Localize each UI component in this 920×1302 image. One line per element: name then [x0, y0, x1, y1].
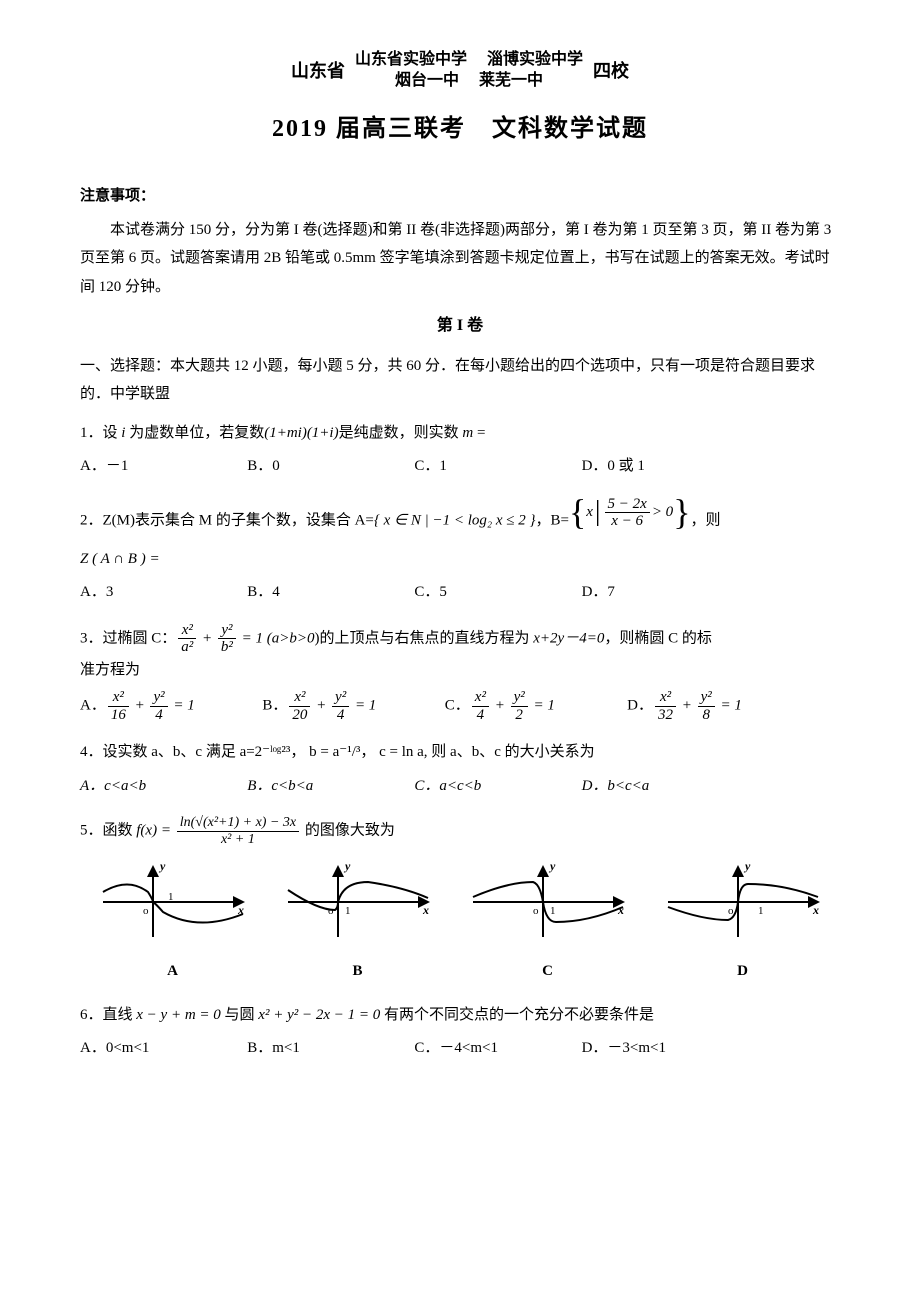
svg-text:x: x — [422, 903, 429, 917]
main-title: 2019 届高三联考 文科数学试题 — [80, 107, 840, 153]
section-1-intro: 一、选择题：本大题共 12 小题，每小题 5 分，共 60 分．在每小题给出的四… — [80, 352, 840, 409]
svg-text:y: y — [548, 862, 556, 873]
q3-stem-line2: 准方程为 — [80, 656, 840, 685]
q4-stem: 4．设实数 a、b、c 满足 a=2⁻ˡᵒᵍ²³， b = a⁻¹/³， c =… — [80, 738, 840, 767]
graph-a-label: A — [98, 957, 248, 986]
notice-label: 注意事项： — [80, 182, 840, 211]
svg-text:x: x — [812, 903, 819, 917]
q6-options: A．0<m<1 B．m<1 C．－4<m<1 D．－3<m<1 — [80, 1034, 840, 1063]
svg-text:o: o — [728, 905, 734, 917]
graph-c: y x o 1 C — [468, 862, 628, 986]
question-2: 2．Z(M)表示集合 M 的子集个数，设集合 A={ x ∈ N | −1 < … — [80, 496, 840, 607]
q5-stem: 5．函数 f(x) = ln(√(x²+1) + x) − 3xx² + 1 的… — [80, 815, 840, 847]
school-2: 淄博实验中学 — [487, 50, 583, 71]
q2-options: A．3 B．4 C．5 D．7 — [80, 578, 840, 607]
notice-text: 本试卷满分 150 分，分为第 I 卷(选择题)和第 II 卷(非选择题)两部分… — [80, 216, 840, 302]
q1-stem: 1．设 i 为虚数单位，若复数(1+mi)(1+i)是纯虚数，则实数 m = — [80, 419, 840, 448]
question-6: 6．直线 x − y + m = 0 与圆 x² + y² − 2x − 1 =… — [80, 1001, 840, 1063]
graph-d: y x o 1 D — [663, 862, 823, 986]
q4-options: A．c<a<b B．c<b<a C．a<c<b D．b<c<a — [80, 772, 840, 801]
q4-option-b: B．c<b<a — [247, 772, 414, 801]
q6-option-b: B．m<1 — [247, 1034, 414, 1063]
schools-grid: 山东省实验中学 淄博实验中学 烟台一中 莱芜一中 — [345, 50, 593, 92]
svg-text:y: y — [158, 862, 166, 873]
svg-text:o: o — [533, 905, 539, 917]
school-4: 莱芜一中 — [479, 71, 543, 92]
q2-option-a: A．3 — [80, 578, 247, 607]
q1-option-b: B．0 — [247, 452, 414, 481]
q2-option-d: D．7 — [582, 578, 749, 607]
q3-option-c: C．x²4 + y²2 = 1 — [445, 689, 627, 723]
section-1-label: 第 I 卷 — [80, 311, 840, 341]
school-1: 山东省实验中学 — [355, 50, 467, 71]
q1-options: A．－1 B．0 C．1 D．0 或 1 — [80, 452, 840, 481]
question-4: 4．设实数 a、b、c 满足 a=2⁻ˡᵒᵍ²³， b = a⁻¹/³， c =… — [80, 738, 840, 800]
q2-stem: 2．Z(M)表示集合 M 的子集个数，设集合 A={ x ∈ N | −1 < … — [80, 496, 840, 535]
question-5: 5．函数 f(x) = ln(√(x²+1) + x) − 3xx² + 1 的… — [80, 815, 840, 986]
svg-text:o: o — [143, 905, 149, 917]
q2-option-b: B．4 — [247, 578, 414, 607]
q2-option-c: C．5 — [414, 578, 581, 607]
q4-option-a: A．c<a<b — [80, 772, 247, 801]
q1-option-c: C．1 — [414, 452, 581, 481]
graph-a: y x o 1 A — [98, 862, 248, 986]
question-1: 1．设 i 为虚数单位，若复数(1+mi)(1+i)是纯虚数，则实数 m = A… — [80, 419, 840, 481]
q6-stem: 6．直线 x − y + m = 0 与圆 x² + y² − 2x − 1 =… — [80, 1001, 840, 1030]
set-b: {x|5 − 2xx − 6 > 0} — [569, 496, 691, 530]
exam-header: 山东省 山东省实验中学 淄博实验中学 烟台一中 莱芜一中 四校 2019 届高三… — [80, 50, 840, 152]
q3-options: A．x²16 + y²4 = 1 B．x²20 + y²4 = 1 C．x²4 … — [80, 689, 840, 723]
q6-option-a: A．0<m<1 — [80, 1034, 247, 1063]
q4-option-c: C．a<c<b — [414, 772, 581, 801]
svg-text:x: x — [617, 903, 624, 917]
svg-text:1: 1 — [345, 905, 351, 917]
suffix-label: 四校 — [593, 54, 629, 88]
q2-line2: Z ( A ∩ B ) = — [80, 545, 840, 574]
svg-text:x: x — [237, 903, 244, 917]
svg-text:o: o — [328, 905, 334, 917]
svg-text:1: 1 — [550, 905, 556, 917]
graph-d-label: D — [663, 957, 823, 986]
svg-text:y: y — [743, 862, 751, 873]
graph-b: y x o 1 B — [283, 862, 433, 986]
q3-option-d: D．x²32 + y²8 = 1 — [627, 689, 809, 723]
q3-option-a: A．x²16 + y²4 = 1 — [80, 689, 262, 723]
svg-text:1: 1 — [758, 905, 764, 917]
q6-option-c: C．－4<m<1 — [414, 1034, 581, 1063]
q1-option-d: D．0 或 1 — [582, 452, 749, 481]
graph-b-label: B — [283, 957, 433, 986]
question-3: 3．过椭圆 C：x²a² + y²b² = 1 (a>b>0)的上顶点与右焦点的… — [80, 622, 840, 724]
graph-c-label: C — [468, 957, 628, 986]
q1-option-a: A．－1 — [80, 452, 247, 481]
q3-option-b: B．x²20 + y²4 = 1 — [262, 689, 444, 723]
svg-text:1: 1 — [168, 891, 174, 903]
school-3: 烟台一中 — [395, 71, 459, 92]
q4-option-d: D．b<c<a — [582, 772, 749, 801]
province-label: 山东省 — [291, 54, 345, 88]
header-top-line: 山东省 山东省实验中学 淄博实验中学 烟台一中 莱芜一中 四校 — [80, 50, 840, 92]
q5-graphs: y x o 1 A y x o 1 B — [80, 862, 840, 986]
svg-text:y: y — [343, 862, 351, 873]
q6-option-d: D．－3<m<1 — [582, 1034, 749, 1063]
q3-stem: 3．过椭圆 C：x²a² + y²b² = 1 (a>b>0)的上顶点与右焦点的… — [80, 622, 840, 656]
